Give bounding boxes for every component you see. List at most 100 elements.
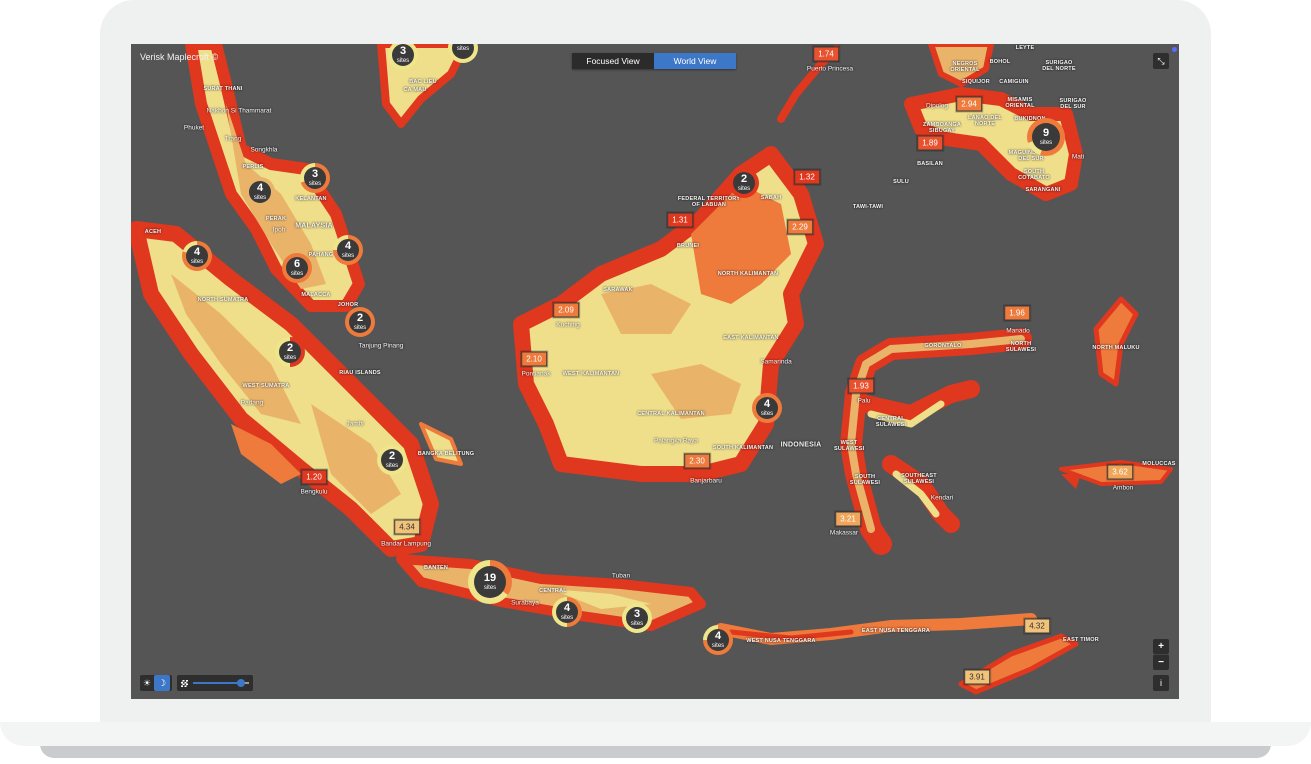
risk-zone (171, 274, 301, 424)
risk-score-badge[interactable]: 1.20 (301, 469, 327, 485)
site-cluster[interactable]: 2 sites (345, 307, 375, 337)
sun-icon[interactable]: ☀ (142, 677, 152, 688)
region-label: NORTH MALUKU (1092, 345, 1140, 351)
site-cluster[interactable]: 9 sites (1027, 118, 1065, 156)
region-label: SURAT THANI (203, 86, 243, 92)
region-label: NORTH SULAWESI (1005, 341, 1037, 353)
site-cluster[interactable]: 2 sites (377, 445, 407, 475)
city-label: Kendari (930, 494, 954, 502)
site-cluster[interactable]: sites (448, 44, 478, 63)
region-label: EAST NUSA TENGGARA (861, 628, 931, 634)
zoom-in-button[interactable]: + (1153, 639, 1169, 654)
zoom-out-button[interactable]: − (1153, 654, 1169, 670)
site-cluster[interactable]: 4 sites (752, 393, 782, 423)
cluster-label: sites (760, 411, 774, 417)
land-bangka (419, 422, 463, 466)
risk-zone (551, 589, 651, 609)
focused-view-button[interactable]: Focused View (572, 53, 654, 69)
risk-zone (226, 104, 326, 289)
collapse-arrows-icon[interactable]: ⤡ (1153, 53, 1169, 69)
city-label: Manado (1006, 327, 1030, 335)
cluster-label: sites (253, 195, 267, 201)
risk-score-badge[interactable]: 3.62 (1107, 464, 1133, 480)
site-cluster[interactable]: 19 sites (468, 560, 512, 604)
site-cluster[interactable]: 6 sites (282, 253, 312, 283)
cluster-label: sites (630, 621, 644, 627)
site-cluster[interactable]: 3 sites (622, 603, 652, 633)
site-cluster[interactable]: 4 sites (245, 177, 275, 207)
cluster-count: 2 (388, 450, 396, 462)
site-cluster[interactable]: 3 sites (388, 44, 418, 70)
site-cluster[interactable]: 4 sites (182, 241, 212, 271)
risk-score-badge[interactable]: 1.93 (848, 378, 874, 394)
opacity-slider[interactable] (193, 679, 249, 687)
city-label: Ambon (1112, 484, 1134, 492)
risk-map-land (131, 44, 1173, 695)
site-cluster[interactable]: 3 sites (300, 163, 330, 193)
city-label: Songkhla (250, 146, 278, 154)
risk-score-badge[interactable]: 2.10 (521, 351, 547, 367)
region-label: SOUTH SULAWESI (849, 474, 881, 486)
cluster-count: 3 (399, 45, 407, 57)
city-label: Kuching (556, 321, 580, 329)
region-label: JOHOR (337, 302, 359, 308)
land-halmahera (1093, 296, 1139, 387)
region-label: TAWI-TAWI (852, 204, 884, 210)
cluster-label: sites (1039, 140, 1053, 146)
risk-score-badge[interactable]: 4.34 (394, 519, 420, 535)
risk-score-badge[interactable]: 1.89 (917, 135, 943, 151)
region-label: ZAMBOANGA SIBUGAY (922, 122, 962, 134)
risk-zone (651, 364, 741, 419)
site-cluster[interactable]: 2 sites (729, 168, 759, 198)
risk-score-badge[interactable]: 1.96 (1004, 305, 1030, 321)
land-mindanao (904, 87, 1083, 201)
site-cluster[interactable]: 4 sites (552, 597, 582, 627)
site-cluster[interactable]: 4 sites (333, 235, 363, 265)
city-label: Makassar (829, 529, 859, 537)
world-view-button[interactable]: World View (654, 53, 736, 69)
region-label: MAGUINDANAO DEL SUR (1008, 150, 1054, 162)
risk-score-badge[interactable]: 1.74 (813, 46, 839, 62)
region-label: GORONTALO (924, 343, 962, 349)
region-label: SABAH (760, 195, 782, 201)
city-label: Bandar Lampung (381, 540, 431, 548)
land-visayas (928, 44, 994, 87)
region-label: SIQUIJOR (962, 79, 990, 85)
city-label: Padang (240, 399, 264, 407)
region-label: BASILAN (917, 161, 943, 167)
region-label: BOHOL (989, 59, 1011, 65)
risk-score-badge[interactable]: 2.30 (684, 453, 710, 469)
cluster-label: sites (483, 585, 497, 591)
region-label: WEST NUSA TENGGARA (746, 638, 816, 644)
region-label: RIAU ISLANDS (339, 370, 381, 376)
region-label: SOUTH KALIMANTAN (712, 445, 774, 451)
region-label: SARANGANI (1025, 187, 1061, 193)
region-label: NORTH SUMATRA (197, 297, 249, 303)
region-label: CAMIGUIN (999, 79, 1029, 85)
region-label: MALACCA (301, 292, 331, 298)
risk-score-badge[interactable]: 2.29 (787, 219, 813, 235)
cluster-count: 4 (763, 398, 771, 410)
risk-score-badge[interactable]: 2.94 (956, 96, 982, 112)
risk-score-badge[interactable]: 3.21 (835, 511, 861, 527)
region-label: KELANTAN (295, 196, 327, 202)
risk-score-badge[interactable]: 1.32 (794, 169, 820, 185)
site-cluster[interactable]: 4 sites (703, 625, 733, 655)
opacity-slider-handle[interactable] (236, 679, 245, 687)
opacity-slider-fill (193, 682, 241, 684)
site-cluster[interactable]: 2 sites (275, 337, 305, 367)
moon-icon[interactable]: ☽ (154, 675, 170, 691)
risk-score-badge[interactable]: 1.31 (667, 212, 693, 228)
risk-score-badge[interactable]: 3.91 (964, 669, 990, 685)
risk-score-badge[interactable]: 2.09 (553, 302, 579, 318)
cluster-count: 9 (1042, 127, 1050, 139)
region-label: SURIGAO DEL NORTE (1042, 60, 1076, 72)
info-button[interactable]: i (1153, 675, 1169, 691)
cluster-label: sites (353, 325, 367, 331)
risk-score-badge[interactable]: 4.32 (1024, 618, 1050, 634)
land-buru (1061, 474, 1081, 489)
status-dot (1172, 47, 1177, 52)
cluster-count: 2 (286, 342, 294, 354)
map-viewport[interactable]: SURAT THANI Nakhon Si Thammarat Phuket T… (131, 44, 1179, 699)
cluster-count: 6 (293, 258, 301, 270)
